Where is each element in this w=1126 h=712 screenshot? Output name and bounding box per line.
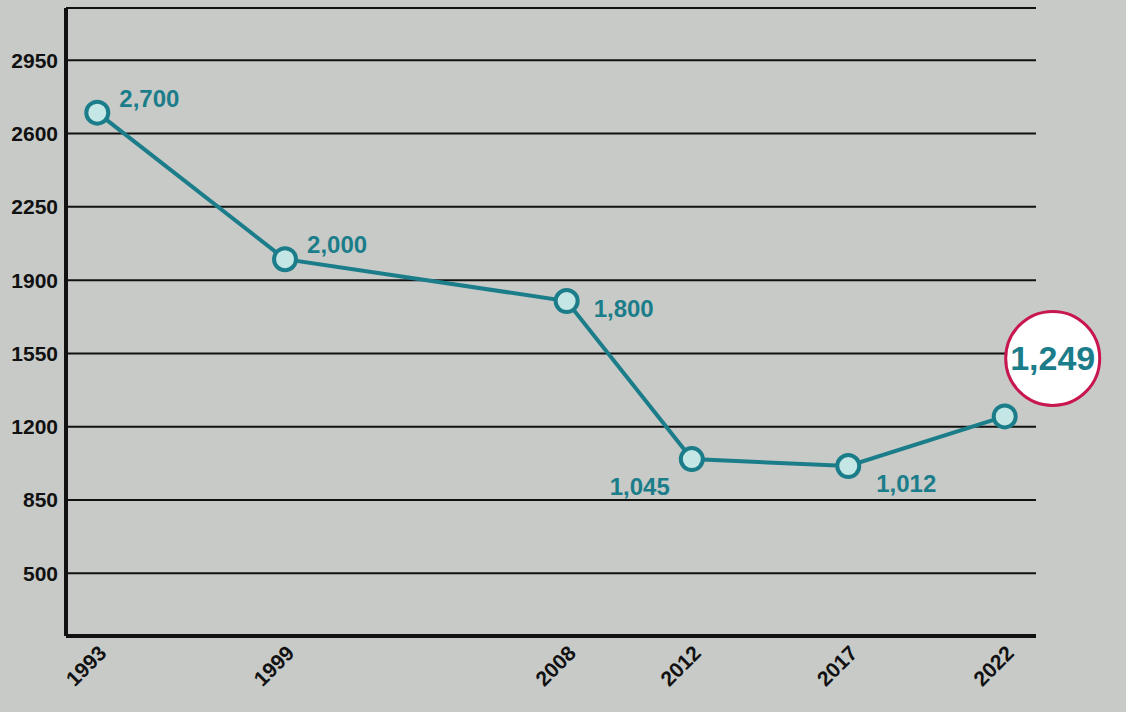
svg-text:1550: 1550 <box>11 342 58 365</box>
svg-text:500: 500 <box>23 562 58 585</box>
svg-text:2,000: 2,000 <box>307 231 367 258</box>
svg-text:1,045: 1,045 <box>610 473 670 500</box>
svg-text:2017: 2017 <box>812 641 861 690</box>
svg-text:2012: 2012 <box>656 641 705 690</box>
svg-text:1,249: 1,249 <box>1010 339 1095 377</box>
svg-text:2,700: 2,700 <box>119 85 179 112</box>
svg-text:2600: 2600 <box>11 122 58 145</box>
svg-text:1200: 1200 <box>11 415 58 438</box>
svg-text:2950: 2950 <box>11 49 58 72</box>
svg-text:2008: 2008 <box>531 641 581 691</box>
svg-text:2250: 2250 <box>11 195 58 218</box>
svg-text:1900: 1900 <box>11 269 58 292</box>
svg-text:850: 850 <box>23 488 58 511</box>
svg-text:1,012: 1,012 <box>876 470 936 497</box>
svg-text:2022: 2022 <box>969 641 1018 690</box>
svg-text:1,800: 1,800 <box>594 295 654 322</box>
svg-text:1999: 1999 <box>249 641 298 690</box>
svg-text:1993: 1993 <box>61 641 110 690</box>
